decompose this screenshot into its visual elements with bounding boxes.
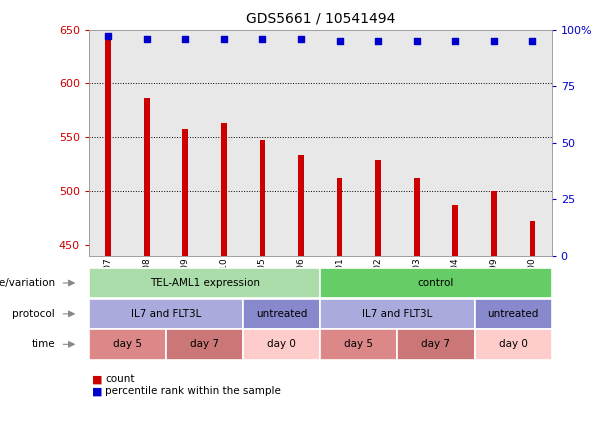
Bar (337, 179, 343, 423)
Bar (436, 30, 474, 256)
Point (335, 38, 345, 44)
Text: day 5: day 5 (345, 339, 373, 349)
Bar (183, 129, 188, 423)
Text: count: count (105, 374, 135, 385)
Text: day 0: day 0 (267, 339, 296, 349)
Text: TEL-AML1 expression: TEL-AML1 expression (150, 278, 259, 288)
Text: day 0: day 0 (499, 339, 528, 349)
Bar (105, 35, 111, 423)
Text: ■: ■ (92, 386, 102, 396)
Bar (128, 30, 166, 256)
Point (103, 33, 113, 40)
Bar (221, 124, 227, 423)
Title: GDS5661 / 10541494: GDS5661 / 10541494 (246, 12, 395, 26)
Bar (513, 30, 552, 256)
Point (296, 35, 306, 42)
Text: untreated: untreated (256, 309, 307, 319)
Bar (359, 30, 397, 256)
Point (412, 38, 422, 44)
Point (489, 38, 499, 44)
Bar (259, 140, 265, 423)
Bar (166, 30, 205, 256)
Bar (282, 30, 321, 256)
Text: day 7: day 7 (422, 339, 451, 349)
Point (142, 35, 151, 42)
Point (373, 38, 383, 44)
Bar (298, 155, 304, 423)
Text: IL7 and FLT3L: IL7 and FLT3L (131, 309, 201, 319)
Text: ■: ■ (92, 374, 102, 385)
Text: time: time (31, 339, 55, 349)
Bar (474, 30, 513, 256)
Bar (89, 30, 128, 256)
Text: genotype/variation: genotype/variation (0, 278, 55, 288)
Bar (321, 30, 359, 256)
Bar (375, 160, 381, 423)
Bar (414, 179, 420, 423)
Point (451, 38, 460, 44)
Bar (205, 30, 243, 256)
Text: day 7: day 7 (190, 339, 219, 349)
Point (219, 35, 229, 42)
Point (528, 38, 538, 44)
Text: day 5: day 5 (113, 339, 142, 349)
Bar (530, 221, 535, 423)
Text: protocol: protocol (12, 309, 55, 319)
Text: control: control (418, 278, 454, 288)
Bar (491, 191, 497, 423)
Bar (397, 30, 436, 256)
Point (257, 35, 267, 42)
Text: IL7 and FLT3L: IL7 and FLT3L (362, 309, 433, 319)
Bar (243, 30, 282, 256)
Text: untreated: untreated (487, 309, 539, 319)
Point (180, 35, 190, 42)
Bar (144, 97, 150, 423)
Bar (452, 205, 458, 423)
Text: percentile rank within the sample: percentile rank within the sample (105, 386, 281, 396)
